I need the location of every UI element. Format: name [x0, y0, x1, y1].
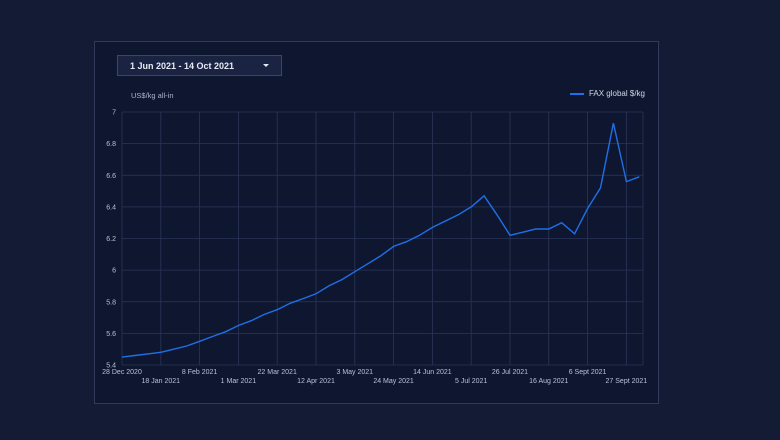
x-tick-label: 18 Jan 2021 — [142, 378, 181, 385]
legend-label: FAX global $/kg — [588, 89, 645, 98]
x-tick-label: 6 Sept 2021 — [569, 369, 607, 376]
caret-down-icon — [263, 64, 269, 67]
x-tick-label: 26 Jul 2021 — [492, 369, 528, 376]
x-tick-label: 8 Feb 2021 — [182, 369, 218, 376]
x-tick-label: 1 Mar 2021 — [221, 378, 257, 385]
y-tick-label: 6.4 — [106, 204, 116, 211]
x-tick-label: 16 Aug 2021 — [529, 378, 568, 385]
chart-grid — [121, 111, 644, 366]
x-tick-label: 12 Apr 2021 — [297, 378, 335, 385]
y-tick-label: 5.8 — [106, 299, 116, 306]
legend-swatch — [569, 92, 584, 95]
chart-panel — [94, 41, 659, 404]
x-tick-label: 27 Sept 2021 — [606, 378, 648, 385]
x-tick-label: 14 Jun 2021 — [413, 369, 452, 376]
x-tick-label: 22 Mar 2021 — [258, 369, 297, 376]
y-tick-label: 6.2 — [106, 236, 116, 243]
y-axis-title: US$/kg all-in — [131, 91, 174, 100]
x-tick-label: 3 May 2021 — [336, 369, 373, 376]
chart-legend[interactable]: FAX global $/kg — [569, 89, 645, 98]
date-range-dropdown[interactable]: 1 Jun 2021 - 14 Oct 2021 — [117, 55, 282, 76]
y-axis-ticks: 5.4 5.6 5.8 6 6.2 6.4 6.6 6.8 7 — [106, 110, 116, 370]
x-tick-label: 28 Dec 2020 — [102, 369, 142, 376]
y-tick-label: 5.4 — [106, 363, 116, 370]
x-tick-label: 5 Jul 2021 — [455, 378, 487, 385]
y-tick-label: 7 — [112, 110, 116, 117]
date-range-label: 1 Jun 2021 - 14 Oct 2021 — [130, 60, 235, 71]
y-tick-label: 6.6 — [106, 173, 116, 180]
y-tick-label: 5.6 — [106, 331, 116, 338]
y-tick-label: 6 — [112, 268, 116, 275]
x-tick-label: 24 May 2021 — [373, 378, 414, 385]
y-tick-label: 6.8 — [106, 141, 116, 148]
series-line — [121, 122, 640, 358]
